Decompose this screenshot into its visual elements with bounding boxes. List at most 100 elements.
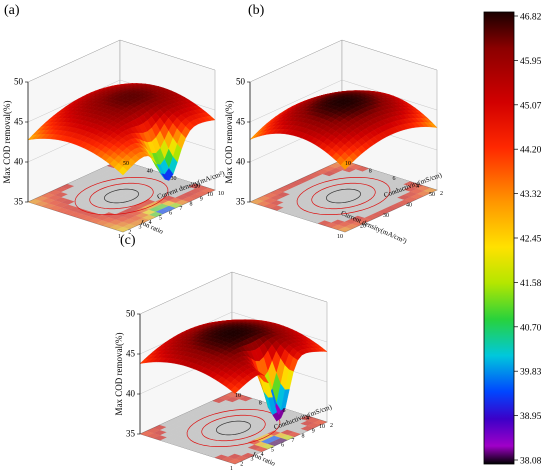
contour-cell (226, 417, 240, 423)
contour-cell (115, 216, 130, 222)
panel-label: (a) (4, 3, 20, 18)
contour-cell (181, 181, 195, 187)
x-tick-label: 5 (159, 215, 162, 221)
contour-cell (303, 205, 318, 211)
contour-cell (364, 214, 378, 220)
contour-cell (148, 206, 163, 212)
contour-cell (253, 431, 268, 437)
contour-cell (311, 218, 325, 224)
z-tick-label: 40 (14, 157, 24, 167)
contour-cell (74, 183, 88, 189)
colorbar-tick-label: 45.95 (520, 57, 542, 67)
x-tick-label: 9 (200, 197, 203, 203)
contour-cell (81, 195, 95, 201)
contour-cell (187, 440, 201, 446)
contour-cell (356, 171, 370, 177)
contour-cell (371, 211, 385, 217)
contour-cell (337, 201, 351, 207)
contour-cell (166, 429, 181, 435)
contour-cell (181, 186, 195, 192)
contour-cell (147, 170, 161, 176)
y-tick-label: 2 (440, 191, 443, 197)
contour-cell (201, 450, 215, 456)
contour-cell (34, 196, 48, 202)
contour-cell (270, 200, 284, 206)
contour-cell (309, 187, 324, 193)
contour-cell (289, 181, 303, 187)
contour-cell (300, 420, 314, 426)
contour-cell (289, 191, 304, 197)
z-tick-label: 40 (236, 157, 246, 167)
contour-cell (61, 199, 75, 205)
contour-cell (180, 428, 194, 434)
contour-cell (48, 205, 62, 211)
contour-cell (199, 409, 213, 415)
contour-cell (377, 203, 391, 209)
contour-cell (140, 431, 154, 437)
contour-cell (274, 437, 288, 443)
contour-cell (323, 196, 337, 202)
contour-cell (122, 218, 136, 224)
contour-cell (67, 181, 81, 187)
contour-cell (370, 191, 384, 197)
contour-cell (357, 197, 371, 203)
contour-cell (135, 217, 150, 223)
contour-cell (148, 191, 162, 197)
contour-cell (155, 203, 169, 209)
contour-line (326, 188, 361, 204)
contour-cell (162, 200, 176, 206)
contour-cell (232, 399, 246, 405)
contour-cell (389, 182, 404, 188)
contour-cell (240, 427, 254, 433)
colorbar: 46.82 45.95 45.07 44.20 43.32 42.45 41.58 40.70… (483, 11, 542, 467)
contour-cell (390, 202, 405, 208)
contour-cell (370, 196, 384, 202)
contour-cell (417, 190, 431, 196)
contour-cell (102, 217, 116, 223)
contour-cell (336, 190, 351, 196)
contour-cell (207, 437, 221, 443)
contour-cell (323, 202, 338, 208)
contour-cell (254, 446, 268, 452)
contour-cell (296, 183, 310, 189)
contour-cell (363, 184, 377, 190)
x-tick-label: 7 (291, 438, 294, 444)
contour-cell (349, 184, 364, 190)
contour-cell (220, 436, 234, 442)
contour-cell (213, 423, 227, 429)
x-tick-label: 30 (383, 213, 389, 219)
z-axis-title: Max COD removal(%) (114, 333, 124, 416)
contour-cell (147, 181, 162, 187)
contour-cell (205, 401, 220, 407)
wall-gridline (249, 79, 438, 123)
contour-cell (225, 397, 239, 403)
contour-cell (80, 180, 95, 186)
contour-cell (331, 214, 345, 220)
contour-cell (363, 199, 378, 205)
contour-cell (273, 427, 288, 433)
contour-cell (108, 209, 123, 215)
contour-cell (270, 205, 284, 211)
panel-label: (c) (120, 233, 136, 248)
contour-cell (287, 426, 301, 432)
contour-cell (253, 410, 267, 416)
colorbar-tick-label: 43.32 (520, 190, 542, 200)
z-tick-label: 45 (126, 349, 136, 359)
contour-cell (376, 178, 390, 184)
contour-cell (186, 425, 200, 431)
contour-cell (186, 430, 201, 436)
contour-line (201, 414, 266, 442)
contour-cell (283, 209, 298, 215)
contour-cell (54, 202, 69, 208)
contour-cell (383, 195, 398, 201)
contour-cell (276, 187, 290, 193)
x-tick-label: 4 (261, 452, 264, 458)
contour-cell (148, 186, 162, 192)
contour-cell (101, 186, 115, 192)
contour-cell (234, 445, 248, 451)
contour-cell (219, 405, 233, 411)
x-tick-label: 40 (406, 203, 412, 209)
contour-cell (350, 195, 364, 201)
contour-cell (357, 212, 372, 218)
